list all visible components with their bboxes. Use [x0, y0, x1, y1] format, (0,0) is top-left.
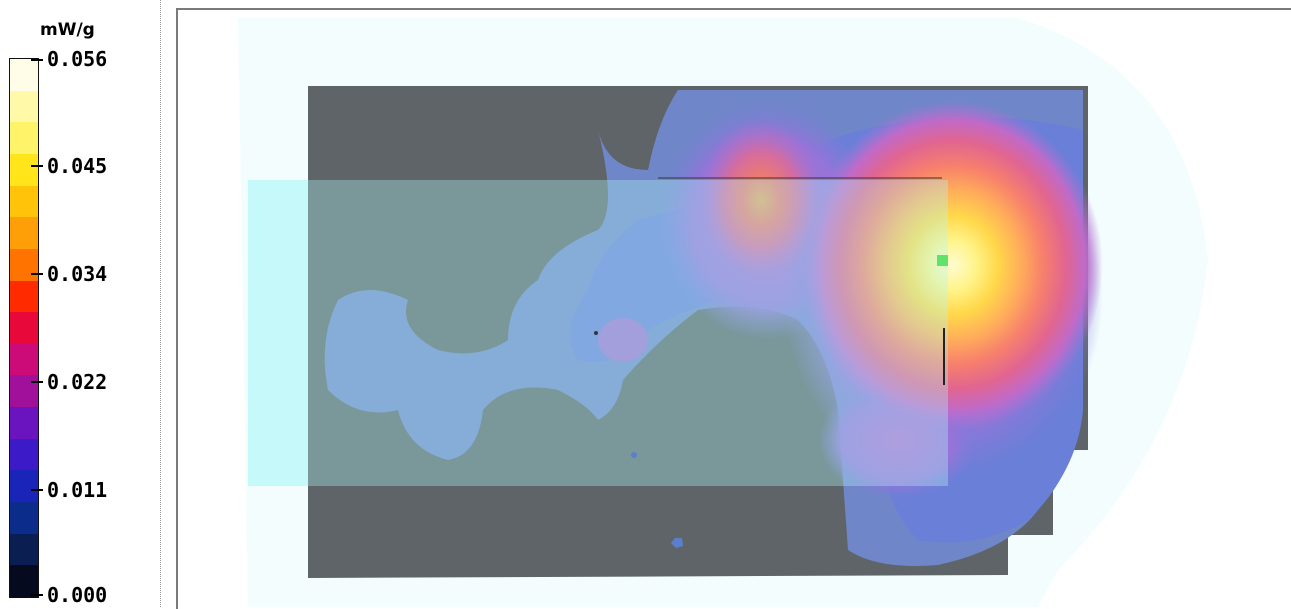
colorbar-tick-label-1: 0.056: [47, 47, 108, 71]
colorbar-swatch: [10, 407, 38, 440]
colorbar-tick-label-2: 0.045: [47, 154, 108, 178]
measurement-point: [631, 452, 637, 458]
colorbar-swatch: [10, 185, 38, 219]
colorbar-swatch: [10, 312, 38, 345]
colorbar-swatch: [10, 122, 38, 155]
colorbar-swatch: [10, 59, 38, 92]
colorbar-tick-label-6: 0.000: [47, 583, 108, 607]
colorbar-tick-3: [31, 273, 43, 275]
colorbar-swatch: [10, 343, 38, 377]
colorbar-swatch: [10, 502, 38, 535]
colorbar-legend: mW/g 0.056 0.045 0.034 0.022 0.011 0.000: [0, 0, 161, 607]
colorbar-swatch: [10, 153, 38, 187]
peak-marker: [937, 255, 948, 266]
colorbar-swatch: [10, 280, 38, 314]
colorbar-tick-label-4: 0.022: [47, 370, 108, 394]
sar-heatmap: [238, 18, 1208, 607]
colorbar-swatch: [10, 565, 38, 599]
secondary-hotspot: [699, 120, 823, 280]
colorbar-swatch: [10, 248, 38, 282]
colorbar-unit-label: mW/g: [40, 20, 95, 40]
measurement-point: [671, 538, 683, 548]
heatmap-plot-area: [176, 8, 1291, 609]
primary-hotspot: [803, 100, 1103, 430]
colorbar-swatch: [10, 470, 38, 504]
colorbar-tick-2: [31, 165, 43, 167]
colorbar-swatch: [10, 438, 38, 472]
colorbar-tick-1: [31, 59, 43, 61]
colorbar-tick-5: [31, 489, 43, 491]
colorbar-tick-6: [31, 594, 43, 596]
colorbar-tick-label-3: 0.034: [47, 262, 108, 286]
colorbar-swatch: [10, 533, 38, 567]
colorbar-swatch: [10, 217, 38, 250]
measurement-point: [594, 331, 598, 335]
colorbar-swatch: [10, 375, 38, 409]
colorbar-tick-4: [31, 381, 43, 383]
colorbar-tick-label-5: 0.011: [47, 478, 108, 502]
violet-spot-small: [598, 318, 648, 362]
device-outline-left-strip: [248, 180, 308, 486]
colorbar-swatch: [10, 90, 38, 124]
colorbar: [9, 58, 39, 599]
